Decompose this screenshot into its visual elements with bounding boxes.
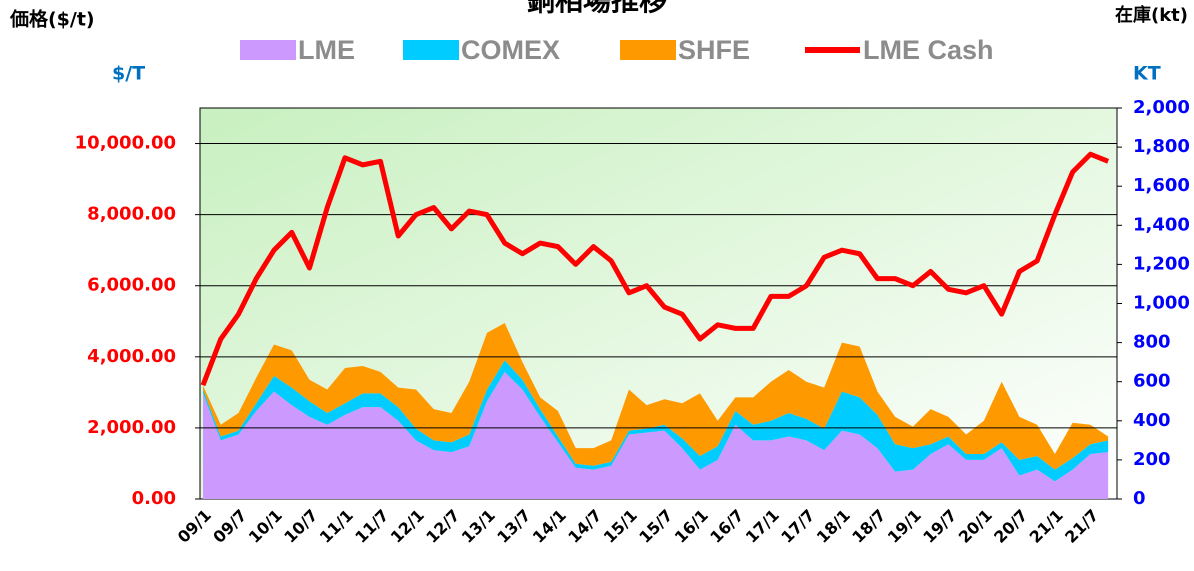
legend-label: LME [298,35,355,65]
y2-tick-label: 800 [1133,332,1171,353]
y2-tick-label: 0 [1133,488,1146,509]
x-tick-label: 16/7 [706,506,747,547]
area [203,371,1109,499]
x-tick-label: 13/7 [493,506,534,547]
x-tick-label: 11/1 [316,506,357,547]
y-tick-label: 10,000.00 [75,133,176,154]
line [200,151,1110,387]
x-tick-label: 17/7 [777,506,818,547]
x-tick-label: 10/7 [280,506,321,547]
y2-axis-title: 在庫(kt) [1115,4,1188,26]
x-tick-label: 15/1 [600,506,641,547]
y2-tick-label: 1,800 [1133,136,1190,157]
x-tick-label: 19/7 [919,506,960,547]
area [203,323,1109,470]
x-tick-label: 19/1 [884,506,925,547]
x-tick-label: 10/1 [245,506,286,547]
x-tick-label: 11/7 [351,506,392,547]
x-tick-label: 18/7 [848,506,889,547]
x-tick-label: 21/1 [1026,506,1067,547]
legend-label: LME Cash [863,35,994,65]
y-tick-label: 4,000.00 [87,346,176,367]
y2-tick-label: 1,200 [1133,253,1190,274]
legend-swatch [240,40,296,60]
y-unit: $/T [112,63,145,85]
x-tick-label: 12/1 [387,506,428,547]
y2-tick-label: 1,400 [1133,214,1190,235]
legend-swatch [620,40,676,60]
y-tick-label: 6,000.00 [87,275,176,296]
y2-tick-label: 2,000 [1133,97,1190,118]
y-axis-title: 価格($/t) [9,8,95,31]
x-tick-label: 18/1 [813,506,854,547]
x-tick-label: 21/7 [1061,506,1102,547]
x-tick-label: 17/1 [742,506,783,547]
y2-tick-label: 600 [1133,371,1171,392]
x-tick-label: 09/1 [174,506,215,547]
x-tick-label: 13/1 [458,506,499,547]
y2-tick-label: 200 [1133,449,1171,470]
x-tick-label: 20/1 [955,506,996,547]
chart-title: 銅相場推移 [527,0,667,17]
legend-swatch [403,40,459,60]
x-tick-label: 09/7 [209,506,250,547]
y2-unit: KT [1133,63,1161,85]
y2-tick-label: 1,000 [1133,293,1190,314]
y2-tick-label: 400 [1133,410,1171,431]
y2-tick-label: 1,600 [1133,175,1190,196]
x-tick-label: 15/7 [635,506,676,547]
x-tick-label: 12/7 [422,506,463,547]
x-tick-label: 16/1 [671,506,712,547]
y-tick-label: 8,000.00 [87,204,176,225]
x-tick-label: 20/7 [990,506,1031,547]
x-tick-label: 14/7 [564,506,605,547]
y-tick-label: 2,000.00 [87,417,176,438]
area [203,360,1109,482]
x-tick-label: 14/1 [529,506,570,547]
y-tick-label: 0.00 [132,488,176,509]
legend-label: COMEX [461,35,560,65]
legend-label: SHFE [678,35,750,65]
